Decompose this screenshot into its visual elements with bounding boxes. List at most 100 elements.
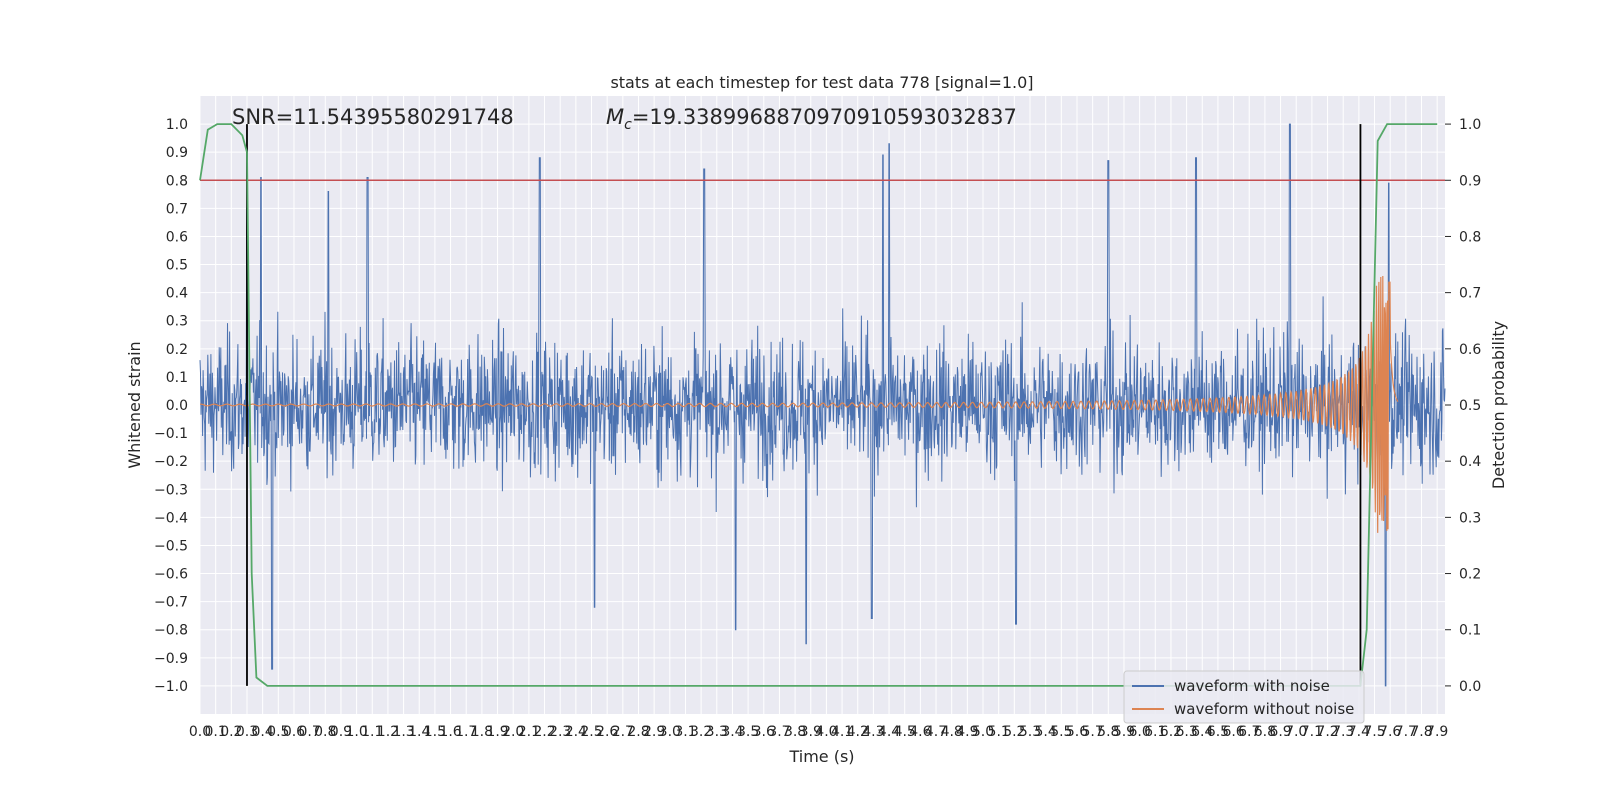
x-tick-label: 0.0: [189, 724, 211, 740]
legend: waveform with noise waveform without noi…: [1123, 670, 1365, 724]
x-tick-label: 3.3: [706, 724, 728, 740]
x-tick-label: 6.7: [1238, 724, 1260, 740]
x-tick-label: 6.2: [1160, 724, 1182, 740]
x-tick-label: 0.6: [283, 724, 305, 740]
x-tick-label: 2.9: [643, 724, 665, 740]
y-right-tick-label: 0.0: [1459, 679, 1481, 695]
y-right-tick-label: 0.6: [1459, 342, 1481, 358]
y-tick-label: 0.6: [166, 229, 188, 245]
x-tick-label: 3.1: [674, 724, 696, 740]
x-tick-label: 4.9: [956, 724, 978, 740]
y-tick-label: −0.5: [154, 538, 188, 554]
x-tick-label: 6.4: [1191, 724, 1213, 740]
x-tick-label: 7.3: [1332, 724, 1354, 740]
y-right-tick-label: 0.9: [1459, 173, 1481, 189]
x-tick-label: 1.1: [361, 724, 383, 740]
x-tick-label: 0.3: [236, 724, 258, 740]
x-tick-label: 6.9: [1269, 724, 1291, 740]
x-tick-label: 4.5: [894, 724, 916, 740]
y-right-axis-ticks: 0.0 0.1 0.2 0.3 0.4 0.5 0.6 0.7 0.8 0.9 1.0: [1445, 117, 1481, 695]
x-tick-label: 4.7: [925, 724, 947, 740]
x-tick-label: 6.0: [1128, 724, 1150, 740]
x-tick-label: 1.3: [392, 724, 414, 740]
x-tick-label: 0.4: [252, 724, 274, 740]
x-tick-label: 5.5: [1050, 724, 1072, 740]
chirp-mass-annotation: Mc=19.3389968870970910593032837: [606, 105, 1017, 133]
legend-box: [1123, 670, 1365, 724]
y-tick-label: 0.5: [166, 258, 188, 274]
y-tick-label: 0.0: [166, 398, 188, 414]
x-tick-label: 7.5: [1363, 724, 1385, 740]
y-tick-label: 0.2: [166, 342, 188, 358]
x-tick-label: 3.7: [768, 724, 790, 740]
x-tick-label: 4.0: [815, 724, 837, 740]
x-tick-label: 0.2: [220, 724, 242, 740]
x-tick-label: 7.8: [1410, 724, 1432, 740]
y-right-tick-label: 1.0: [1459, 117, 1481, 133]
y-axis-ticks: −1.0 −0.9 −0.8 −0.7 −0.6 −0.5 −0.4 −0.3 −0.2 −0.1…: [154, 117, 188, 695]
x-tick-label: 1.5: [424, 724, 446, 740]
x-tick-label: 3.5: [737, 724, 759, 740]
x-tick-label: 1.9: [486, 724, 508, 740]
x-tick-label: 1.0: [345, 724, 367, 740]
snr-annotation: SNR=11.54395580291748: [232, 105, 514, 129]
legend-label-clean: waveform without noise: [1174, 700, 1354, 718]
x-tick-label: 2.4: [565, 724, 587, 740]
x-tick-label: 4.1: [831, 724, 853, 740]
y-tick-label: −0.4: [154, 510, 188, 526]
x-tick-label: 7.6: [1379, 724, 1401, 740]
x-tick-label: 6.1: [1144, 724, 1166, 740]
x-tick-label: 2.3: [549, 724, 571, 740]
x-tick-label: 3.4: [721, 724, 743, 740]
x-tick-label: 0.7: [298, 724, 320, 740]
x-tick-label: 0.1: [205, 724, 227, 740]
x-tick-label: 2.2: [533, 724, 555, 740]
y-tick-label: 0.4: [166, 286, 188, 302]
x-tick-label: 5.8: [1097, 724, 1119, 740]
y-tick-label: −0.7: [154, 595, 188, 611]
y-right-tick-label: 0.2: [1459, 567, 1481, 583]
x-tick-label: 2.8: [627, 724, 649, 740]
y-tick-label: −0.1: [154, 426, 188, 442]
x-tick-label: 6.3: [1175, 724, 1197, 740]
x-tick-label: 4.8: [941, 724, 963, 740]
x-tick-label: 1.6: [439, 724, 461, 740]
y-tick-label: 0.8: [166, 173, 188, 189]
x-tick-label: 2.7: [612, 724, 634, 740]
y-axis-label: Whitened strain: [125, 341, 144, 468]
y-tick-label: 1.0: [166, 117, 188, 133]
x-tick-label: 2.5: [580, 724, 602, 740]
y-right-tick-label: 0.4: [1459, 454, 1481, 470]
legend-label-noise: waveform with noise: [1174, 677, 1330, 695]
chirp-mass-subscript: c: [624, 117, 632, 133]
y-right-tick-label: 0.8: [1459, 229, 1481, 245]
x-tick-label: 7.1: [1301, 724, 1323, 740]
x-tick-label: 1.4: [408, 724, 430, 740]
x-tick-label: 2.0: [502, 724, 524, 740]
x-tick-label: 0.8: [314, 724, 336, 740]
y-right-axis-label: Detection probability: [1489, 321, 1508, 489]
x-tick-label: 6.6: [1222, 724, 1244, 740]
series-waveform-without-noise: [200, 275, 1399, 533]
x-tick-label: 3.9: [800, 724, 822, 740]
x-tick-label: 5.2: [1003, 724, 1025, 740]
y-right-tick-label: 0.3: [1459, 510, 1481, 526]
x-tick-label: 5.3: [1019, 724, 1041, 740]
x-tick-label: 3.0: [659, 724, 681, 740]
x-tick-label: 3.2: [690, 724, 712, 740]
x-tick-label: 7.7: [1395, 724, 1417, 740]
chirp-mass-value: =19.3389968870970910593032837: [632, 105, 1017, 129]
x-tick-label: 5.9: [1113, 724, 1135, 740]
x-tick-label: 1.7: [455, 724, 477, 740]
y-tick-label: −1.0: [154, 679, 188, 695]
x-tick-label: 1.2: [377, 724, 399, 740]
noise-line: [199, 123, 1446, 687]
x-tick-label: 0.9: [330, 724, 352, 740]
x-tick-label: 5.6: [1066, 724, 1088, 740]
x-tick-label: 5.1: [988, 724, 1010, 740]
y-right-tick-label: 0.5: [1459, 398, 1481, 414]
x-tick-label: 7.9: [1426, 724, 1448, 740]
x-tick-label: 6.5: [1207, 724, 1229, 740]
